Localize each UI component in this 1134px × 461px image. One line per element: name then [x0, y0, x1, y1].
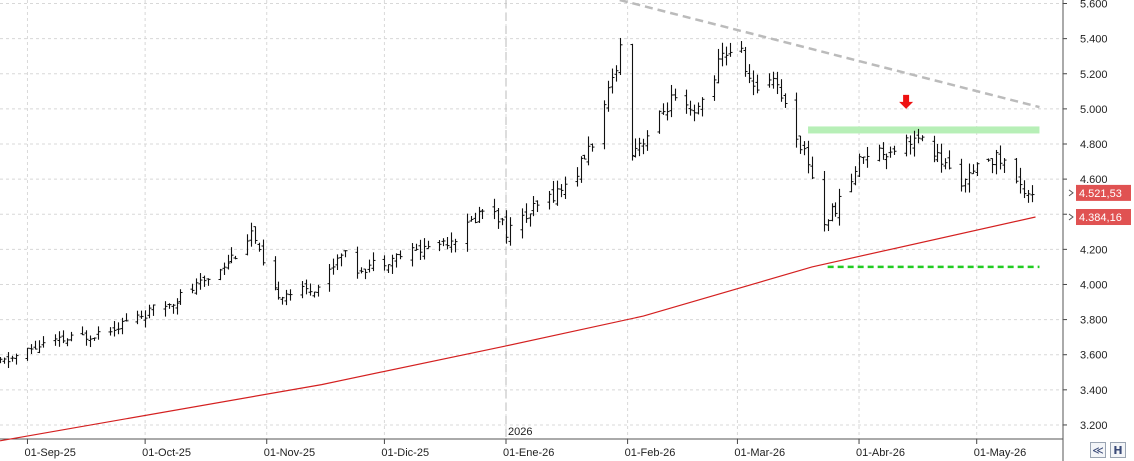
x-tick-label: 01-Nov-25 [264, 447, 315, 459]
price-label-box [1076, 209, 1131, 226]
y-tick-label: 3.800 [1080, 315, 1108, 327]
y-tick-label: 4.800 [1080, 139, 1108, 151]
letter-h-icon[interactable]: H [1110, 442, 1126, 458]
downtrend-line [619, 0, 1040, 109]
y-tick-label: 4.600 [1080, 174, 1108, 186]
double-chevron-icon[interactable]: ≪ [1090, 442, 1106, 458]
x-tick-label: 01-May-26 [974, 447, 1027, 459]
moving-average-line [0, 216, 1036, 442]
y-tick-label: 3.200 [1080, 420, 1108, 432]
x-tick-label: 01-Sep-25 [24, 447, 75, 459]
y-tick-label: 3.400 [1080, 385, 1108, 397]
y-tick-label: 5.000 [1080, 104, 1108, 116]
x-tick-label: 01-Feb-26 [625, 447, 676, 459]
down-arrow-icon [899, 94, 914, 109]
x-tick-label: 01-Dic-25 [381, 447, 429, 459]
y-tick-label: 4.200 [1080, 244, 1108, 256]
y-tick-label: 5.600 [1080, 0, 1108, 11]
resistance-zone [808, 126, 1040, 134]
x-tick-label: 01-Oct-25 [142, 447, 191, 459]
x-tick-label: 01-Mar-26 [734, 447, 785, 459]
price-label-box [1076, 184, 1131, 201]
price-label-pointer [1068, 189, 1074, 197]
x-tick-label: 01-Abr-26 [856, 447, 905, 459]
price-label-pointer [1068, 213, 1074, 221]
y-tick-label: 5.200 [1080, 69, 1108, 81]
y-tick-label: 4.000 [1080, 279, 1108, 291]
x-tick-label: 01-Ene-26 [503, 447, 554, 459]
price-label-text: 4.384,16 [1079, 212, 1122, 224]
y-tick-label: 3.600 [1080, 350, 1108, 362]
y-tick-label: 5.400 [1080, 34, 1108, 46]
year-label: 2026 [508, 426, 532, 438]
price-label-text: 4.521,53 [1079, 188, 1122, 200]
